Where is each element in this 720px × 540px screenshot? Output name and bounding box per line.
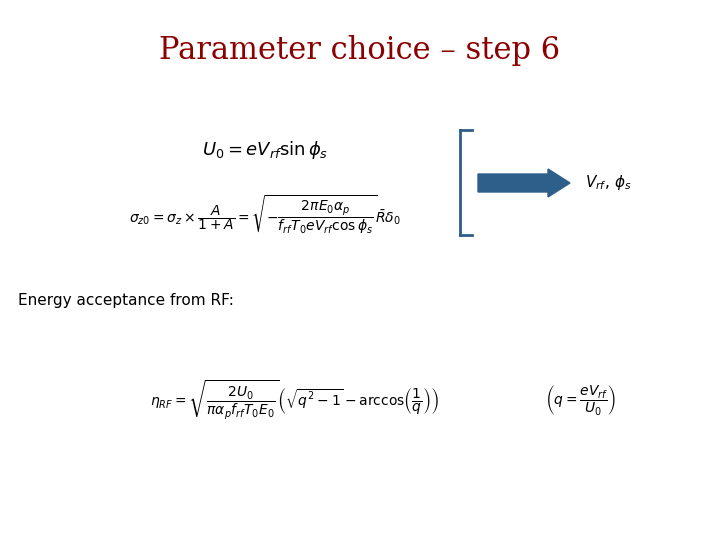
- Text: $V_{rf},\, \phi_s$: $V_{rf},\, \phi_s$: [585, 173, 631, 192]
- Text: $\left(q = \dfrac{eV_{rf}}{U_0}\right)$: $\left(q = \dfrac{eV_{rf}}{U_0}\right)$: [545, 383, 616, 417]
- FancyArrow shape: [478, 169, 570, 197]
- Text: $\eta_{RF} = \sqrt{\dfrac{2U_0}{\pi\alpha_p f_{rf}T_0 E_0}}\left(\sqrt{q^2-1}-\a: $\eta_{RF} = \sqrt{\dfrac{2U_0}{\pi\alph…: [150, 379, 440, 422]
- Text: Energy acceptance from RF:: Energy acceptance from RF:: [18, 293, 234, 307]
- Text: $U_0 = eV_{rf} \sin\phi_s$: $U_0 = eV_{rf} \sin\phi_s$: [202, 139, 328, 161]
- Text: Parameter choice – step 6: Parameter choice – step 6: [159, 35, 561, 65]
- Text: $\sigma_{z0} = \sigma_z \times\dfrac{A}{1+A} = \sqrt{-\dfrac{2\pi E_0\alpha_p}{f: $\sigma_{z0} = \sigma_z \times\dfrac{A}{…: [129, 194, 401, 237]
